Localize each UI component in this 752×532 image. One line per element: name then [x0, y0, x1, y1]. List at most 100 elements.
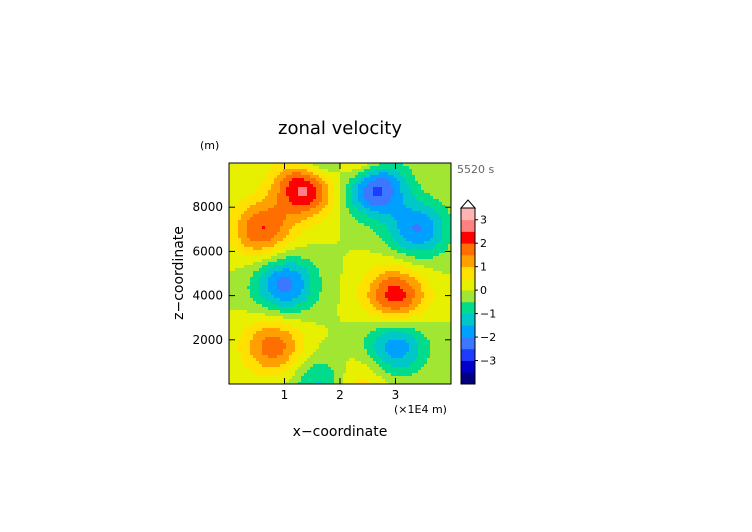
heatmap-cell	[334, 172, 338, 176]
heatmap-cell	[352, 250, 356, 254]
heatmap-cell	[427, 337, 431, 341]
heatmap-cell	[352, 316, 356, 320]
heatmap-cell	[244, 238, 248, 242]
heatmap-cell	[376, 271, 380, 275]
heatmap-cell	[367, 169, 371, 173]
heatmap-cell	[319, 265, 323, 269]
heatmap-cell	[235, 289, 239, 293]
heatmap-cell	[397, 190, 401, 194]
heatmap-cell	[244, 217, 248, 221]
heatmap-cell	[271, 265, 275, 269]
heatmap-cell	[406, 199, 410, 203]
heatmap-cell	[235, 172, 239, 176]
heatmap-cell	[307, 325, 311, 329]
heatmap-cell	[229, 244, 233, 248]
heatmap-cell	[313, 352, 317, 356]
heatmap-cell	[265, 334, 269, 338]
heatmap-cell	[448, 202, 451, 206]
heatmap-cell	[241, 322, 245, 326]
heatmap-cell	[247, 289, 251, 293]
heatmap-cell	[403, 310, 407, 314]
heatmap-cell	[313, 169, 317, 173]
heatmap-cell	[367, 268, 371, 272]
heatmap-cell	[367, 286, 371, 290]
heatmap-cell	[376, 295, 380, 299]
heatmap-cell	[313, 337, 317, 341]
heatmap-cell	[343, 298, 347, 302]
heatmap-cell	[394, 316, 398, 320]
heatmap-cell	[433, 298, 437, 302]
heatmap-cell	[436, 211, 440, 215]
heatmap-cell	[412, 205, 416, 209]
heatmap-cell	[235, 274, 239, 278]
heatmap-cell	[253, 223, 257, 227]
heatmap-cell	[439, 277, 443, 281]
heatmap-cell	[424, 166, 428, 170]
heatmap-cell	[442, 241, 446, 245]
heatmap-cell	[424, 343, 428, 347]
heatmap-cell	[325, 352, 329, 356]
heatmap-cell	[334, 244, 338, 248]
heatmap-cell	[256, 328, 260, 332]
heatmap-cell	[280, 361, 284, 365]
heatmap-cell	[301, 262, 305, 266]
heatmap-cell	[400, 277, 404, 281]
heatmap-cell	[310, 229, 314, 233]
heatmap-cell	[247, 193, 251, 197]
heatmap-cell	[424, 172, 428, 176]
heatmap-cell	[442, 301, 446, 305]
heatmap-cell	[313, 241, 317, 245]
heatmap-cell	[346, 172, 350, 176]
heatmap-cell	[319, 232, 323, 236]
heatmap-cell	[376, 214, 380, 218]
heatmap-cell	[280, 199, 284, 203]
heatmap-cell	[268, 259, 272, 263]
heatmap-cell	[427, 277, 431, 281]
heatmap-cell	[355, 253, 359, 257]
heatmap-cell	[241, 313, 245, 317]
heatmap-cell	[421, 346, 425, 350]
heatmap-cell	[406, 355, 410, 359]
heatmap-cell	[370, 304, 374, 308]
heatmap-cell	[235, 223, 239, 227]
heatmap-cell	[379, 343, 383, 347]
heatmap-cell	[304, 358, 308, 362]
heatmap-cell	[373, 220, 377, 224]
heatmap-cell	[328, 217, 332, 221]
heatmap-cell	[364, 346, 368, 350]
heatmap-cell	[394, 304, 398, 308]
heatmap-cell	[388, 292, 392, 296]
heatmap-cell	[247, 172, 251, 176]
heatmap-cell	[373, 355, 377, 359]
heatmap-cell	[424, 223, 428, 227]
heatmap-cell	[346, 349, 350, 353]
heatmap-cell	[244, 196, 248, 200]
heatmap-cell	[397, 295, 401, 299]
heatmap-cell	[337, 313, 341, 317]
heatmap-cell	[334, 358, 338, 362]
heatmap-cell	[247, 229, 251, 233]
heatmap-cell	[238, 190, 242, 194]
heatmap-cell	[298, 256, 302, 260]
heatmap-cell	[316, 283, 320, 287]
heatmap-cell	[307, 184, 311, 188]
heatmap-cell	[382, 346, 386, 350]
heatmap-cell	[400, 346, 404, 350]
heatmap-cell	[400, 259, 404, 263]
heatmap-cell	[370, 256, 374, 260]
heatmap-cell	[241, 304, 245, 308]
heatmap-cell	[304, 163, 308, 167]
heatmap-cell	[352, 259, 356, 263]
heatmap-cell	[346, 163, 350, 167]
heatmap-cell	[430, 358, 434, 362]
heatmap-cell	[355, 256, 359, 260]
heatmap-cell	[292, 244, 296, 248]
heatmap-cell	[427, 280, 431, 284]
heatmap-cell	[385, 226, 389, 230]
heatmap-cell	[322, 310, 326, 314]
heatmap-cell	[340, 259, 344, 263]
heatmap-cell	[301, 316, 305, 320]
heatmap-cell	[334, 211, 338, 215]
heatmap-cell	[430, 307, 434, 311]
heatmap-cell	[346, 175, 350, 179]
